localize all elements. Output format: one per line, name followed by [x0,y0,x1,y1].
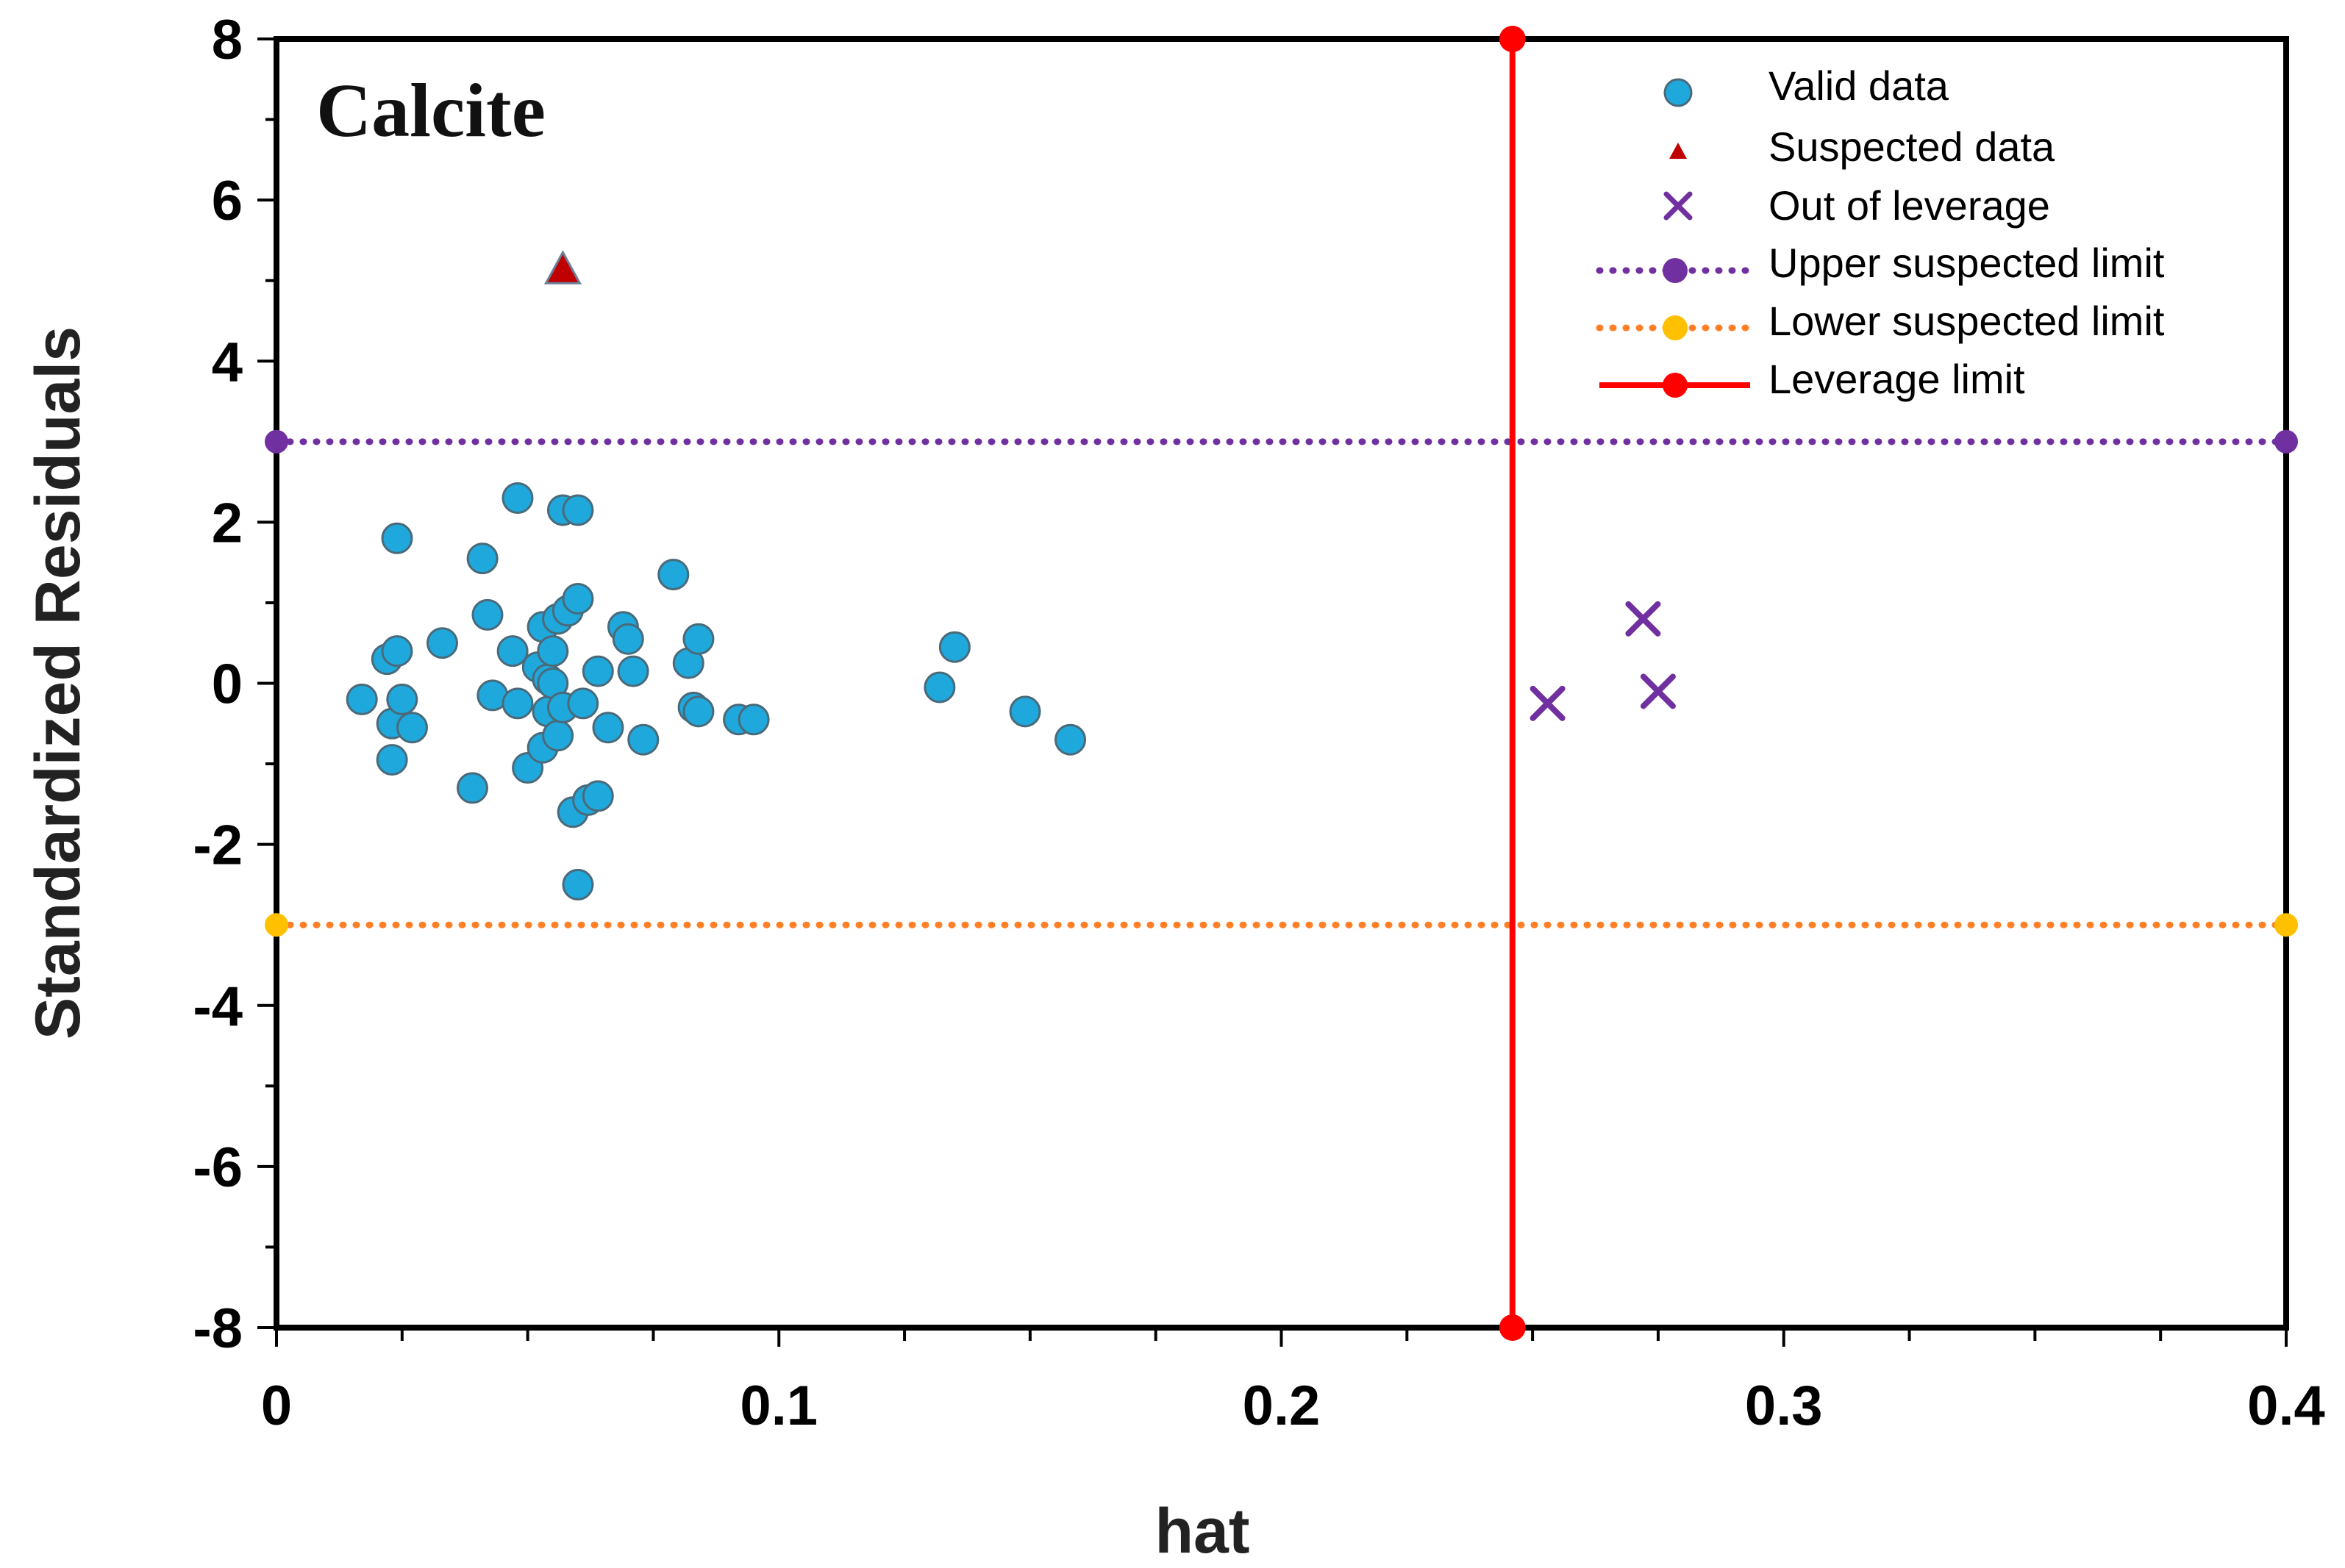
legend: Valid data Suspected data Out of leverag… [1596,62,2165,402]
y-tick-label: 4 [212,331,243,393]
legend-label-valid: Valid data [1768,62,1949,109]
legend-label-upper-limit: Upper suspected limit [1768,240,2165,286]
valid-data-point [542,720,574,752]
valid-data-point [496,635,529,667]
legend-marker-lower-limit [1663,315,1688,340]
out-of-leverage-point [1625,601,1661,637]
legend-marker-suspected [1669,143,1687,159]
valid-data-point [562,868,594,901]
y-tick-label: -2 [193,815,243,877]
x-tick-label: 0.2 [1243,1375,1321,1437]
y-tick-label: 8 [212,9,243,71]
legend-marker-valid [1663,78,1693,107]
valid-data-point [381,522,413,554]
legend-label-lower-limit: Lower suspected limit [1768,298,2165,344]
valid-data-point [386,683,418,715]
legend-marker-leverage-limit [1663,373,1688,398]
valid-data-point [627,723,660,756]
upper-limit-endpoint [2274,429,2298,454]
valid-data-point [466,543,499,575]
y-axis-title: Standardized Residuals [23,326,93,1039]
valid-data-point [582,655,614,687]
legend-marker-out-of-leverage [1663,191,1693,221]
valid-data-point [376,744,408,776]
valid-data-point [592,712,624,744]
legend-marker-upper-limit [1663,258,1688,283]
x-tick-label: 0.1 [740,1375,818,1437]
valid-data-point [426,627,458,659]
valid-data-point [396,712,428,744]
legend-item-upper-limit: Upper suspected limit [1596,240,2165,286]
limit-lines [265,26,2298,1341]
out-of-leverage-point [1530,685,1566,721]
legend-item-suspected: Suspected data [1669,123,2055,170]
valid-data-point [617,655,649,687]
valid-data-point [582,780,614,812]
lower-limit-endpoint [265,913,288,937]
valid-data-point [612,623,644,655]
valid-data-point [381,635,413,667]
y-tick-label: -6 [193,1136,243,1199]
legend-label-suspected: Suspected data [1768,123,2055,170]
valid-data-point [682,623,715,655]
x-tick-label: 0.3 [1745,1375,1823,1437]
valid-data-point [562,494,594,526]
y-tick-label: -8 [193,1297,243,1360]
valid-data-point [682,695,715,728]
y-tick-label: 2 [212,492,243,554]
valid-data-point [471,598,504,631]
tick-labels: 8 6 4 2 0 -2 -4 -6 -8 0 0.1 0.2 0.3 0.4 [193,9,2324,1437]
valid-data-point [938,631,971,663]
valid-data-point [502,482,534,515]
x-axis-title: hat [1155,1496,1250,1567]
lower-limit-endpoint [2274,913,2298,937]
valid-data-point [537,635,569,667]
valid-data-point [346,683,378,715]
valid-data-point [562,582,594,615]
leverage-limit-endpoint [1499,26,1526,52]
y-tick-label: -4 [193,975,243,1038]
legend-item-leverage-limit: Leverage limit [1599,356,2025,402]
valid-data-point [567,687,599,720]
x-tick-label: 0.4 [2247,1375,2325,1437]
valid-data-point [1009,695,1041,728]
legend-item-out-of-leverage: Out of leverage [1663,182,2050,229]
valid-data-point [1054,723,1087,756]
valid-data-point [738,704,770,736]
valid-data-point [924,671,956,704]
upper-limit-endpoint [265,429,288,454]
y-tick-label: 0 [212,654,243,716]
x-tick-label: 0 [261,1375,292,1437]
data-points [346,250,1676,901]
legend-label-out-of-leverage: Out of leverage [1768,182,2050,229]
y-tick-label: 6 [212,170,243,232]
out-of-leverage-point [1640,673,1676,709]
suspected-data-point [543,250,582,284]
valid-data-point [502,687,534,720]
legend-item-valid: Valid data [1663,62,1949,109]
leverage-limit-endpoint [1499,1314,1526,1341]
valid-data-point [456,772,488,804]
legend-item-lower-limit: Lower suspected limit [1596,298,2165,344]
panel-label: Calcite [316,68,546,153]
plot-frame [274,36,2289,1331]
legend-label-leverage-limit: Leverage limit [1768,356,2025,402]
valid-data-point [657,559,690,591]
